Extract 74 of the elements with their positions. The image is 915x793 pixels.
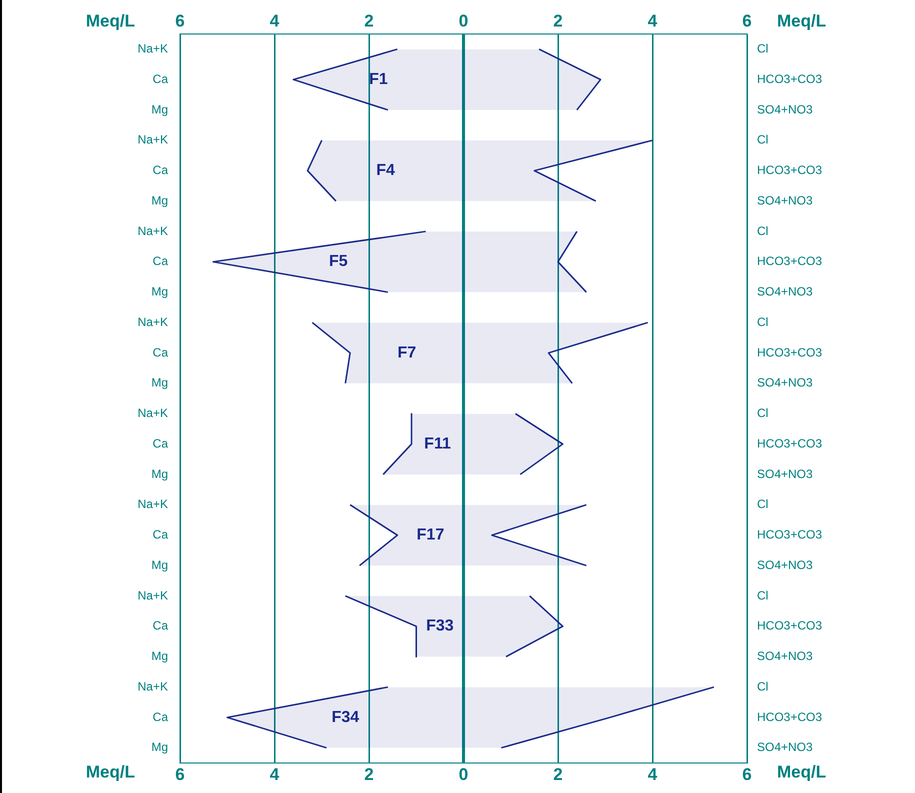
x2-tick-label: 2 [553, 11, 563, 30]
y-tick-label: Na+K [138, 497, 168, 512]
y-tick-label: Na+K [138, 314, 168, 329]
y-tick-label: Na+K [138, 132, 168, 147]
y-tick-label: Ca [152, 163, 168, 177]
y-tick-label: Na+K [138, 679, 168, 694]
y2-tick-label: HCO3+CO3 [757, 72, 822, 86]
y2-tick-label: SO4+NO3 [757, 740, 814, 754]
y2-tick-label: HCO3+CO3 [757, 528, 822, 542]
x2-tick-label: 2 [364, 11, 374, 30]
x-tick-label: 2 [364, 764, 374, 784]
series-label: F34 [332, 708, 360, 726]
x-tick-label: 4 [270, 764, 280, 784]
y2-tick-label: Cl [757, 588, 768, 602]
y2-tick-label: SO4+NO3 [757, 376, 814, 390]
y2-tick-label: SO4+NO3 [757, 284, 814, 298]
y2-tick-label: Cl [757, 132, 768, 147]
series-label: F11 [424, 435, 451, 452]
y-tick-label: Ca [152, 254, 168, 268]
y2-tick-label: SO4+NO3 [757, 102, 814, 116]
series-label: F4 [376, 162, 395, 180]
series-label: F7 [397, 344, 416, 362]
y-tick-label: Mg [151, 284, 168, 298]
y2-tick-label: HCO3+CO3 [757, 618, 822, 633]
x2-axis-title: Meq/L [777, 12, 826, 31]
x-axis-title: Meq/L [777, 762, 826, 782]
x2-tick-label: 0 [458, 11, 468, 30]
y-tick-label: Ca [152, 345, 168, 360]
y-tick-label: Mg [151, 102, 168, 116]
y-tick-label: Mg [151, 649, 168, 663]
series-label: F33 [426, 618, 454, 635]
y2-tick-label: Cl [757, 406, 768, 420]
y2-tick-label: SO4+NO3 [757, 466, 814, 481]
y-tick-label: Na+K [138, 224, 168, 238]
text: Meq/L [86, 12, 135, 31]
y-tick-label: Ca [152, 436, 168, 450]
text: Meq/L [86, 762, 135, 782]
x2-tick-label: 6 [175, 11, 185, 30]
y2-tick-label: HCO3+CO3 [757, 345, 822, 360]
y2-tick-label: Cl [757, 224, 768, 238]
y2-tick-label: HCO3+CO3 [757, 436, 822, 450]
y-tick-label: Ca [152, 528, 168, 542]
y-tick-label: Mg [151, 740, 168, 754]
y2-tick-label: Cl [757, 314, 768, 329]
x-tick-label: 4 [648, 764, 658, 784]
x2-tick-label: 6 [742, 11, 752, 30]
y2-tick-label: HCO3+CO3 [757, 710, 822, 724]
y-tick-label: Ca [152, 710, 168, 724]
series-label: F17 [416, 526, 444, 544]
y-tick-label: Mg [151, 558, 168, 572]
x2-tick-label: 4 [270, 11, 280, 30]
x-tick-label: 6 [742, 764, 752, 784]
series-label: F5 [328, 253, 348, 270]
y2-tick-label: HCO3+CO3 [757, 254, 822, 268]
y-tick-label: Na+K [138, 42, 168, 56]
y-tick-label: Ca [152, 618, 168, 633]
y-tick-label: Na+K [138, 406, 168, 420]
y-tick-label: Mg [151, 376, 168, 390]
y2-tick-label: SO4+NO3 [757, 193, 814, 208]
y2-tick-label: HCO3+CO3 [757, 163, 822, 177]
x-tick-label: 0 [458, 764, 468, 784]
y2-tick-label: Cl [757, 679, 768, 694]
series-label: F1 [369, 70, 388, 88]
y-tick-label: Mg [151, 466, 168, 481]
y-tick-label: Na+K [138, 588, 168, 602]
x2-tick-label: 4 [648, 11, 658, 30]
y-tick-label: Mg [151, 193, 168, 208]
x-tick-label: 6 [175, 764, 185, 784]
y2-tick-label: Cl [757, 497, 768, 512]
x-tick-label: 2 [553, 764, 563, 784]
y2-tick-label: SO4+NO3 [757, 649, 814, 663]
y2-tick-label: SO4+NO3 [757, 558, 814, 572]
y2-tick-label: Cl [757, 42, 768, 56]
y-tick-label: Ca [152, 72, 168, 86]
